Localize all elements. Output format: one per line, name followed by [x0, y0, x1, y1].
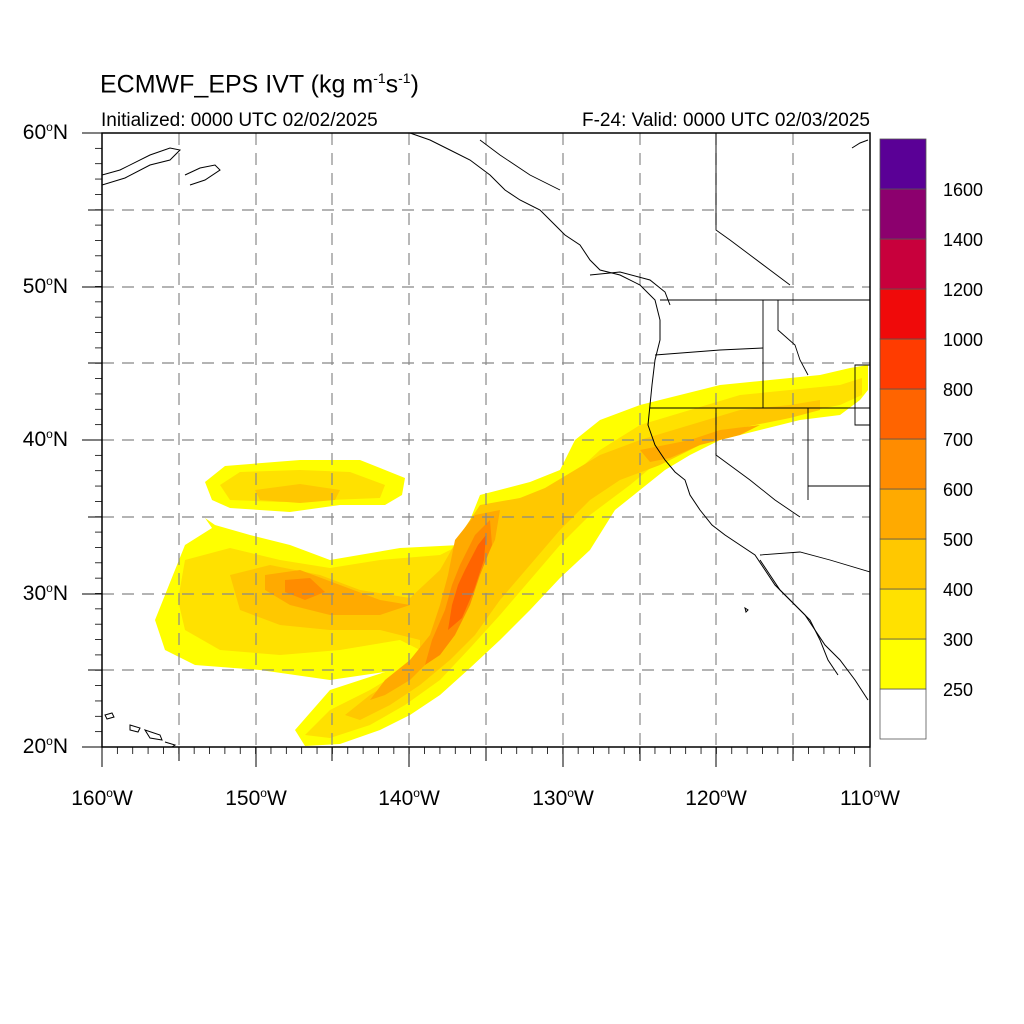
- political-borders: [479, 133, 870, 573]
- colorbar-box: [879, 688, 927, 740]
- lon-label-110w: 110oW: [840, 786, 900, 810]
- colorbar-box: [879, 488, 927, 540]
- valid-time: F-24: Valid: 0000 UTC 02/03/2025: [582, 110, 870, 131]
- colorbar-label-1400: 1400: [943, 230, 984, 250]
- colorbar-label-600: 600: [943, 480, 974, 500]
- colorbar-label-300: 300: [943, 630, 974, 650]
- ivt-shading-400: [230, 400, 820, 720]
- colorbar-label-1200: 1200: [943, 280, 984, 300]
- axis-ticks: [82, 132, 871, 767]
- colorbar-box: [879, 288, 927, 340]
- graticule: [102, 133, 870, 747]
- colorbar-label-1000: 1000: [943, 330, 984, 350]
- colorbar-box: [879, 188, 927, 240]
- map-title: ECMWF_EPS IVT (kg m-1s-1): [100, 70, 419, 99]
- coastlines: [102, 133, 869, 747]
- lat-label-60: 60oN: [22, 120, 68, 144]
- colorbar-label-500: 500: [943, 530, 974, 550]
- lon-label-130w: 130oW: [532, 786, 594, 810]
- lat-label-30: 30oN: [22, 581, 68, 605]
- ivt-shading-700: [448, 535, 486, 630]
- minor-ticks: [95, 132, 871, 754]
- lat-label-50: 50oN: [22, 274, 68, 298]
- colorbar-label-800: 800: [943, 380, 974, 400]
- colorbar-box: [879, 138, 927, 190]
- colorbar-label-400: 400: [943, 580, 974, 600]
- initialized-time: Initialized: 0000 UTC 02/02/2025: [101, 110, 378, 131]
- colorbar-box: [879, 438, 927, 490]
- colorbar-box: [879, 238, 927, 290]
- lon-label-150w: 150oW: [225, 786, 287, 810]
- lat-label-20: 20oN: [22, 734, 68, 758]
- colorbar-label-1600: 1600: [943, 180, 984, 200]
- colorbar-box: [879, 538, 927, 590]
- colorbar-box: [879, 588, 927, 640]
- colorbar-box: [879, 338, 927, 390]
- colorbar-box: [879, 388, 927, 440]
- colorbar-box: [879, 638, 927, 690]
- lon-label-160w: 160oW: [71, 786, 133, 810]
- lon-label-140w: 140oW: [378, 786, 440, 810]
- colorbar: [879, 138, 927, 740]
- lat-label-40: 40oN: [22, 427, 68, 451]
- colorbar-label-700: 700: [943, 430, 974, 450]
- colorbar-label-250: 250: [943, 680, 974, 700]
- lon-label-120w: 120oW: [685, 786, 747, 810]
